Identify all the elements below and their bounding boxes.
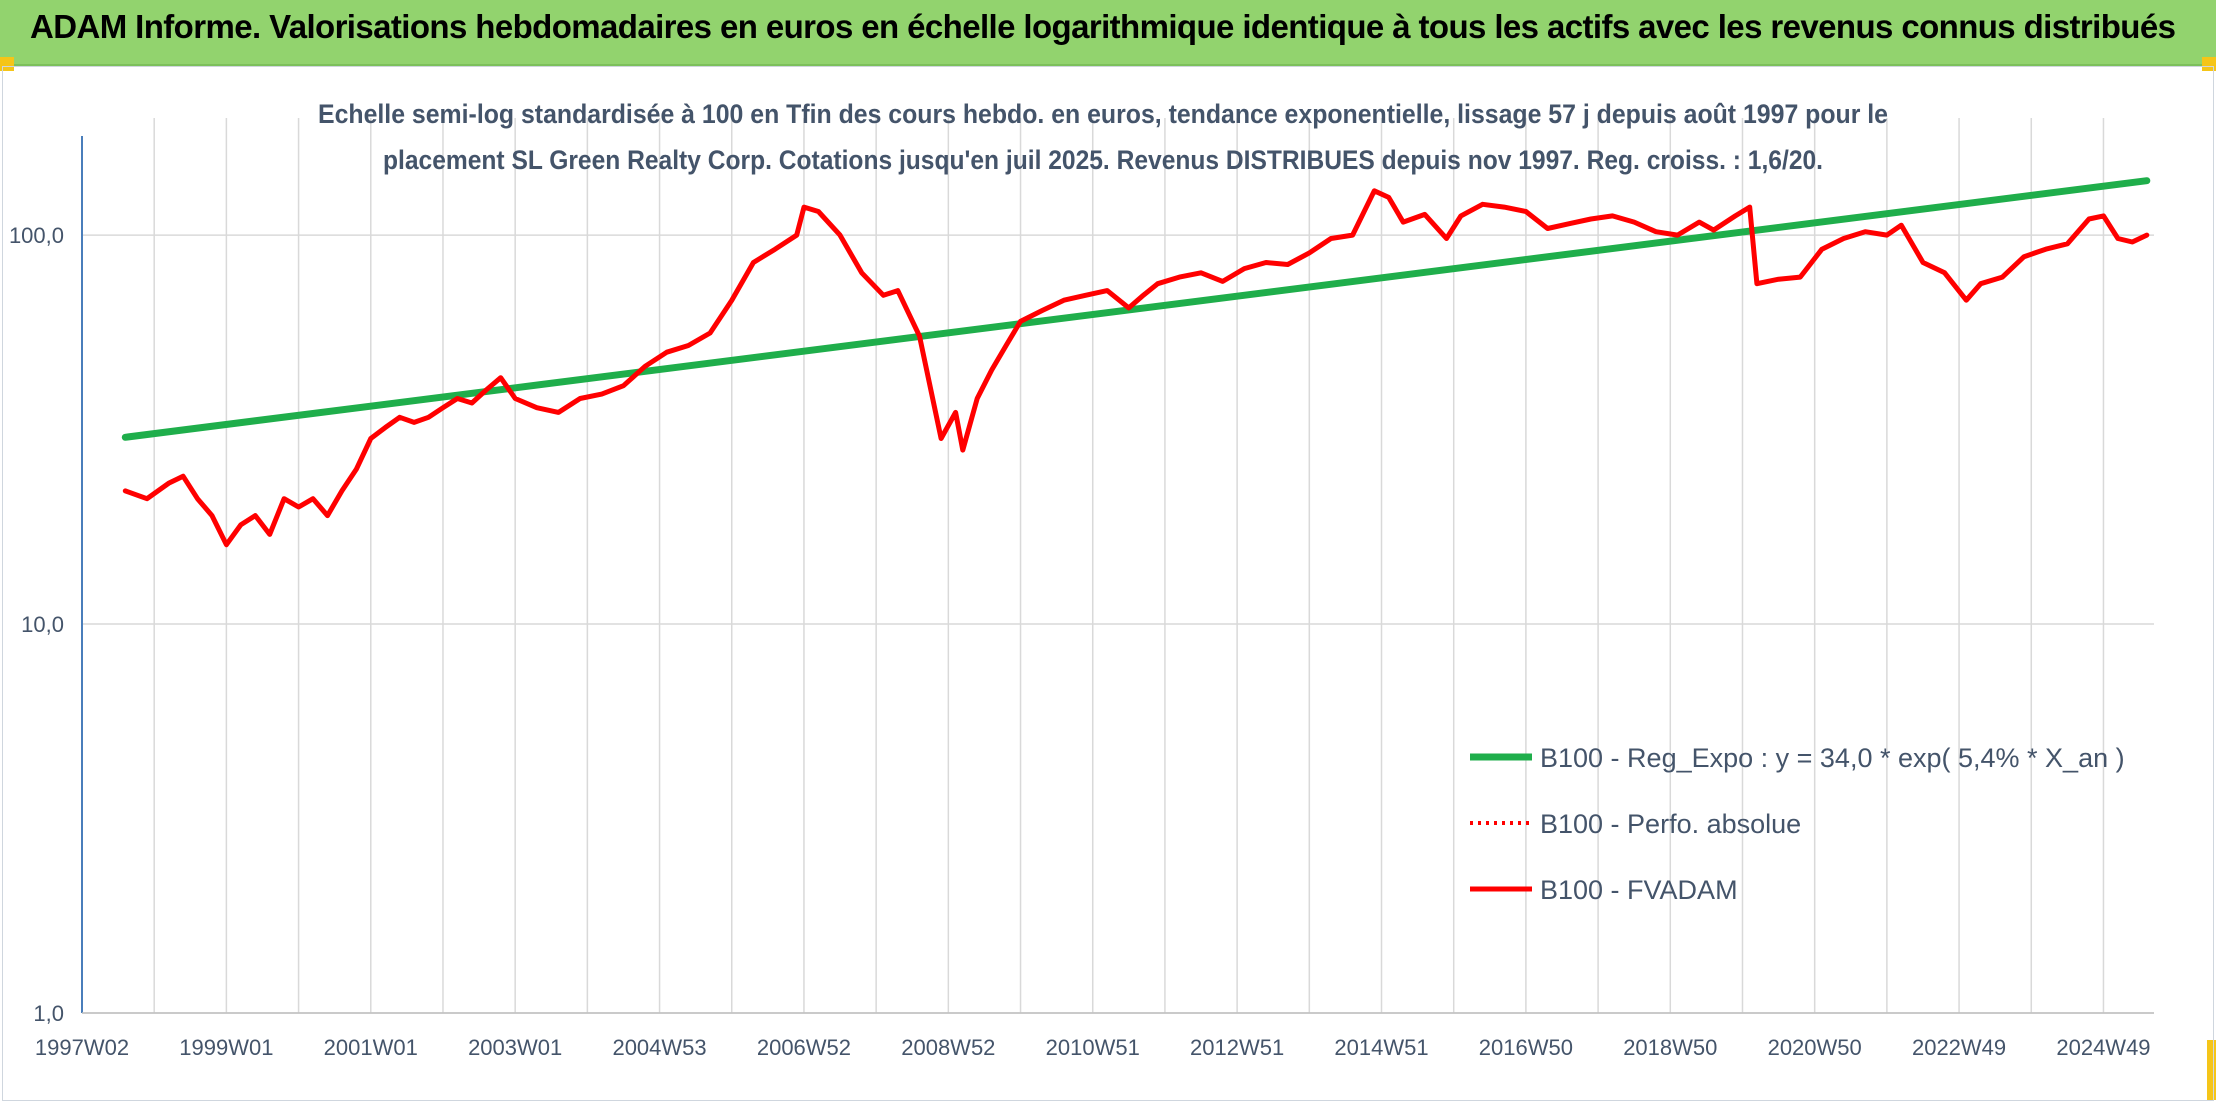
report-title: ADAM Informe. Valorisations hebdomadaire… <box>30 8 2176 45</box>
chart-title-line: Echelle semi-log standardisée à 100 en T… <box>318 99 1888 129</box>
corner-marker-top-right <box>2202 57 2216 71</box>
axes: 1,0 10,0 100,0 1997W02 1999W01 2001W01 2003W01… <box>9 136 2154 1060</box>
x-tick-label: 2012W51 <box>1190 1035 1284 1060</box>
x-tick-label: 1999W01 <box>179 1035 273 1060</box>
x-tick-label: 2014W51 <box>1334 1035 1428 1060</box>
gridlines <box>82 118 2154 1014</box>
series <box>121 177 2151 548</box>
x-tick-label: 2024W49 <box>2056 1035 2150 1060</box>
regression-line <box>121 177 2151 441</box>
x-tick-label: 2018W50 <box>1623 1035 1717 1060</box>
legend-label: B100 - Reg_Expo : y = 34,0 * exp( 5,4% *… <box>1540 743 2125 773</box>
x-tick-label: 2022W49 <box>1912 1035 2006 1060</box>
x-tick-label: 2004W53 <box>612 1035 706 1060</box>
chart-title: Echelle semi-log standardisée à 100 en T… <box>318 99 1888 175</box>
legend: B100 - Reg_Expo : y = 34,0 * exp( 5,4% *… <box>1470 743 2125 905</box>
x-tick-label: 2006W52 <box>757 1035 851 1060</box>
y-tick-label: 10,0 <box>21 612 64 637</box>
x-tick-label: 1997W02 <box>35 1035 129 1060</box>
x-tick-label: 2016W50 <box>1479 1035 1573 1060</box>
x-tick-label: 2001W01 <box>324 1035 418 1060</box>
x-tick-label: 2010W51 <box>1046 1035 1140 1060</box>
chart-area <box>2 66 2214 1101</box>
x-tick-label: 2008W52 <box>901 1035 995 1060</box>
legend-label: B100 - FVADAM <box>1540 875 1738 905</box>
x-tick-label: 2020W50 <box>1768 1035 1862 1060</box>
fvadam-line <box>122 188 2150 548</box>
report-header: ADAM Informe. Valorisations hebdomadaire… <box>0 0 2216 66</box>
chart-title-line: placement SL Green Realty Corp. Cotation… <box>383 145 1823 175</box>
legend-label: B100 - Perfo. absolue <box>1540 809 1801 839</box>
corner-marker-bottom-right <box>2207 1040 2216 1100</box>
x-tick-label: 2003W01 <box>468 1035 562 1060</box>
y-tick-label: 1,0 <box>33 1001 64 1026</box>
corner-marker-top-left <box>0 57 14 71</box>
y-tick-label: 100,0 <box>9 223 64 248</box>
